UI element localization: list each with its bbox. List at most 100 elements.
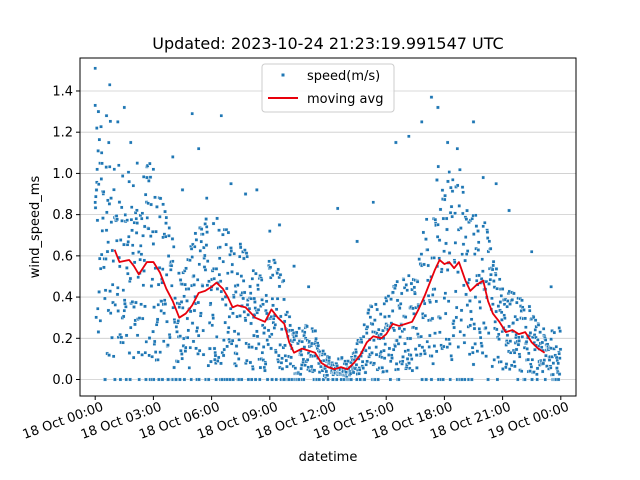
scatter-point xyxy=(435,178,439,182)
scatter-point xyxy=(151,329,155,334)
scatter-point xyxy=(99,252,104,257)
scatter-point xyxy=(156,358,160,362)
scatter-point xyxy=(520,335,525,339)
scatter-point xyxy=(174,377,178,382)
scatter-point xyxy=(279,327,284,332)
scatter-point xyxy=(104,113,109,118)
scatter-point xyxy=(117,200,122,204)
scatter-point xyxy=(164,221,168,225)
scatter-point xyxy=(376,327,381,332)
scatter-point xyxy=(365,331,369,335)
scatter-point xyxy=(357,368,362,372)
scatter-point xyxy=(188,309,193,314)
scatter-point xyxy=(136,350,141,355)
scatter-point xyxy=(176,319,181,323)
scatter-point xyxy=(197,348,202,353)
scatter-point xyxy=(117,264,122,269)
scatter-point xyxy=(507,208,511,213)
scatter-point xyxy=(203,253,207,258)
scatter-point xyxy=(389,297,393,301)
scatter-point xyxy=(137,316,142,320)
scatter-point xyxy=(115,292,120,297)
scatter-point xyxy=(98,266,103,271)
scatter-point xyxy=(365,359,369,364)
scatter-point xyxy=(215,287,220,291)
scatter-point xyxy=(340,355,344,360)
scatter-point xyxy=(282,377,287,382)
scatter-point xyxy=(462,377,467,382)
scatter-point xyxy=(103,377,108,382)
scatter-point xyxy=(179,348,183,353)
scatter-point xyxy=(188,258,192,263)
scatter-point xyxy=(551,372,555,377)
scatter-point xyxy=(549,284,553,289)
scatter-point xyxy=(301,357,306,362)
scatter-point xyxy=(442,296,447,300)
scatter-point xyxy=(507,324,511,329)
scatter-point xyxy=(115,217,119,222)
scatter-point xyxy=(441,344,446,349)
scatter-point xyxy=(426,294,431,298)
scatter-point xyxy=(312,368,317,373)
scatter-point xyxy=(221,259,226,264)
scatter-point xyxy=(485,230,490,234)
scatter-point xyxy=(294,330,299,335)
scatter-point xyxy=(453,241,458,245)
scatter-point xyxy=(530,357,535,362)
scatter-point xyxy=(280,367,285,371)
scatter-point xyxy=(221,353,226,358)
scatter-point xyxy=(191,339,196,344)
scatter-point xyxy=(282,297,286,302)
scatter-point xyxy=(182,377,187,382)
scatter-point xyxy=(178,334,183,338)
scatter-point xyxy=(255,188,259,192)
scatter-point xyxy=(408,336,413,341)
scatter-point xyxy=(110,335,114,340)
scatter-point xyxy=(497,277,502,282)
scatter-point xyxy=(160,377,165,382)
scatter-point xyxy=(250,345,254,349)
scatter-point xyxy=(100,161,104,166)
scatter-point xyxy=(235,271,240,276)
scatter-point xyxy=(135,333,140,338)
scatter-point xyxy=(187,366,192,370)
scatter-point xyxy=(529,249,534,254)
scatter-point xyxy=(214,267,219,271)
scatter-point xyxy=(395,338,399,343)
scatter-point xyxy=(512,350,517,355)
scatter-point xyxy=(260,298,264,302)
scatter-point xyxy=(430,316,435,321)
scatter-point xyxy=(170,155,175,159)
moving-average-line xyxy=(113,249,546,371)
scatter-point xyxy=(252,296,257,301)
scatter-point xyxy=(93,66,97,71)
scatter-point xyxy=(192,244,197,249)
scatter-point xyxy=(324,369,329,374)
scatter-point xyxy=(158,196,163,201)
moving-avg-path xyxy=(113,249,546,371)
scatter-point xyxy=(478,335,483,340)
scatter-point xyxy=(452,260,457,265)
scatter-point xyxy=(196,333,201,338)
scatter-point xyxy=(96,330,101,334)
scatter-point xyxy=(137,377,141,382)
scatter-point xyxy=(497,337,501,341)
scatter-point xyxy=(180,188,185,192)
scatter-point xyxy=(490,364,495,369)
scatter-point xyxy=(504,362,509,366)
scatter-point xyxy=(355,239,359,244)
scatter-point xyxy=(219,113,224,118)
scatter-point xyxy=(126,271,130,276)
scatter-point xyxy=(403,315,408,319)
scatter-point xyxy=(396,367,400,372)
scatter-point xyxy=(491,263,496,268)
scatter-point xyxy=(554,344,559,349)
scatter-point xyxy=(230,262,235,267)
scatter-point xyxy=(353,354,357,359)
scatter-point xyxy=(271,320,276,325)
scatter-point xyxy=(206,363,211,368)
scatter-point xyxy=(126,240,130,244)
scatter-point xyxy=(450,189,455,193)
scatter-point xyxy=(467,277,472,282)
scatter-point xyxy=(496,355,500,359)
